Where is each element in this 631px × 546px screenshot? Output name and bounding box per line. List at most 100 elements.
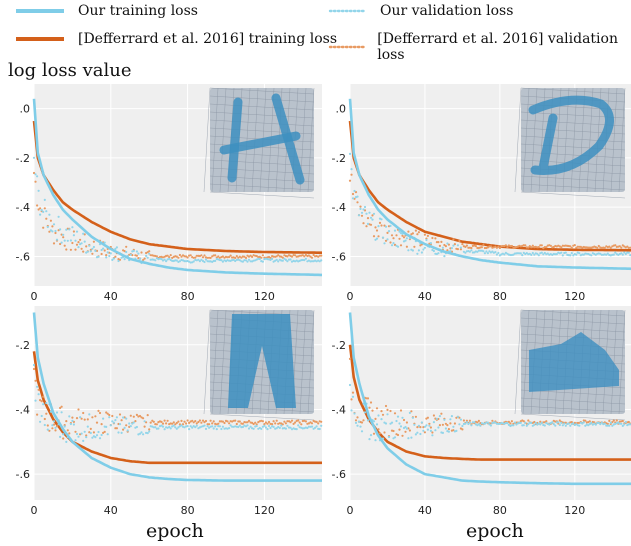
data-point (572, 254, 575, 257)
data-point (32, 171, 36, 175)
data-point (220, 259, 223, 262)
data-point (74, 439, 77, 442)
data-point (453, 422, 456, 425)
data-point (161, 422, 165, 425)
data-point (69, 422, 72, 426)
data-point (375, 423, 379, 426)
data-point (204, 419, 208, 423)
data-point (356, 195, 359, 198)
data-point (396, 415, 400, 418)
data-point (60, 241, 63, 244)
data-point (359, 205, 362, 208)
data-point (467, 422, 470, 426)
data-point (504, 244, 507, 247)
data-point (267, 420, 271, 424)
x-axis-title-right: epoch (466, 520, 524, 542)
data-point (100, 433, 103, 437)
data-point (77, 408, 80, 411)
data-point (419, 432, 422, 436)
data-point (303, 259, 306, 262)
data-point (417, 424, 420, 427)
data-point (74, 430, 77, 433)
data-point (419, 426, 422, 429)
data-point (621, 424, 624, 427)
data-point (407, 249, 410, 252)
data-point (95, 434, 99, 437)
data-point (281, 423, 284, 426)
data-point (86, 425, 89, 428)
data-point (483, 252, 486, 255)
data-point (606, 252, 609, 255)
data-point (71, 241, 74, 245)
data-point (401, 234, 404, 237)
data-point (123, 250, 126, 253)
data-point (72, 230, 75, 233)
data-point (226, 256, 229, 259)
data-point (491, 419, 494, 422)
data-point (513, 421, 516, 424)
data-point (68, 228, 71, 231)
data-point (249, 425, 252, 428)
data-point (294, 254, 297, 257)
data-point (584, 419, 587, 422)
data-point (252, 427, 255, 430)
series-line (348, 344, 631, 461)
data-point (188, 421, 191, 424)
data-point (564, 251, 567, 254)
data-point (39, 207, 42, 210)
data-point (65, 228, 68, 231)
data-point (307, 254, 310, 257)
x-tick-label: 0 (347, 290, 354, 303)
data-point (380, 418, 383, 421)
data-point (69, 239, 72, 242)
data-point (540, 421, 543, 424)
data-point (368, 211, 371, 214)
data-point (524, 421, 527, 424)
data-point (310, 425, 314, 428)
data-point (286, 424, 289, 427)
data-point (384, 225, 388, 228)
data-point (154, 426, 157, 429)
data-point (440, 412, 443, 415)
data-point (482, 250, 485, 253)
data-point (117, 259, 120, 263)
legend: Our training loss Our validation loss [D… (0, 0, 631, 63)
series-line (32, 98, 322, 277)
data-point (399, 244, 403, 247)
data-point (260, 427, 263, 430)
data-point (372, 432, 376, 435)
x-tick-label: 40 (418, 504, 432, 517)
data-point (82, 439, 85, 442)
data-point (350, 398, 353, 401)
data-point (371, 214, 374, 217)
data-point (86, 418, 89, 421)
data-point (284, 427, 287, 430)
data-point (68, 415, 71, 418)
data-point (360, 211, 364, 214)
data-point (420, 421, 423, 424)
data-point (624, 252, 627, 256)
data-point (375, 407, 379, 410)
x-axis-title-left: epoch (146, 520, 204, 542)
legend-item-our-training: Our training loss (14, 3, 198, 19)
data-point (506, 422, 509, 425)
data-point (54, 231, 57, 235)
data-point (148, 252, 151, 255)
data-point (220, 427, 223, 431)
data-point (177, 256, 180, 259)
data-point (537, 246, 540, 249)
data-point (570, 246, 573, 249)
data-point (429, 426, 432, 429)
data-point (203, 424, 206, 427)
data-point (356, 416, 359, 419)
data-point (238, 259, 241, 262)
legend-label: [Defferrard et al. 2016] training loss (78, 31, 338, 47)
data-point (241, 425, 244, 429)
data-point (503, 253, 506, 256)
data-point (146, 432, 149, 435)
data-point (195, 422, 198, 425)
data-point (386, 238, 389, 241)
data-point (79, 238, 82, 241)
data-point (447, 428, 450, 431)
data-point (494, 251, 497, 254)
